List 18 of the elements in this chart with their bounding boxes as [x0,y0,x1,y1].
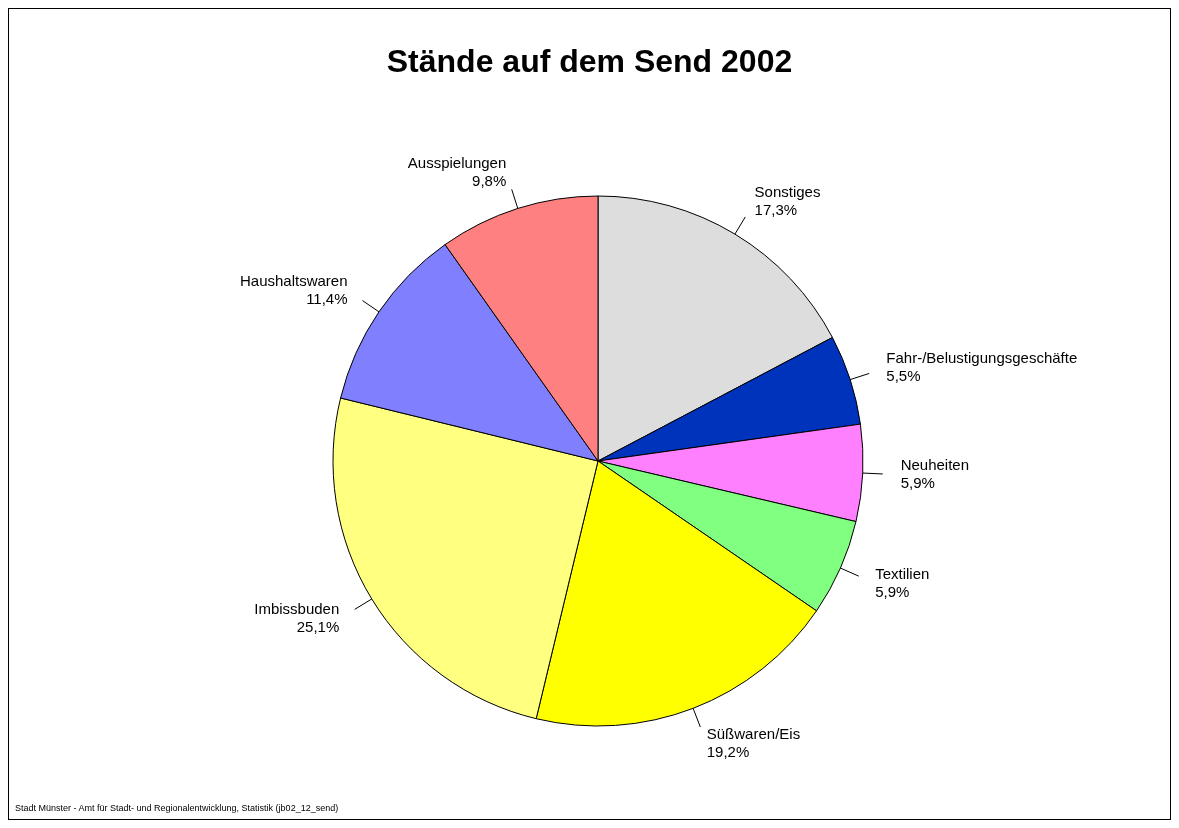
slice-label: Ausspielungen [407,153,507,171]
slice-label: Haushaltswaren [240,271,348,289]
data-label: 11,4% [306,289,348,307]
chart-title: Stände auf dem Send 2002 [385,43,794,80]
data-label: 9,8% [472,171,507,189]
data-label: 17,3% [754,201,798,219]
data-label: 5,5% [886,367,921,385]
slice-label: Textilien [875,564,930,582]
slice-label: Süßwaren/Eis [706,725,801,743]
data-label: 19,2% [706,743,750,761]
data-label: 25,1% [296,618,340,636]
text: Stadt Münster - Amt für Stadt- und Regionalentwicklung, Statistik (jb02_12_send) [15,803,339,813]
slice-label: Sonstiges [754,183,821,201]
data-label: 5,9% [875,582,910,600]
data-label: 5,9% [900,474,935,492]
slice-label: Fahr-/Belustigungsgeschäfte [886,349,1078,367]
slice-label: Neuheiten [900,456,970,474]
slice-label: Imbissbuden [254,600,340,618]
